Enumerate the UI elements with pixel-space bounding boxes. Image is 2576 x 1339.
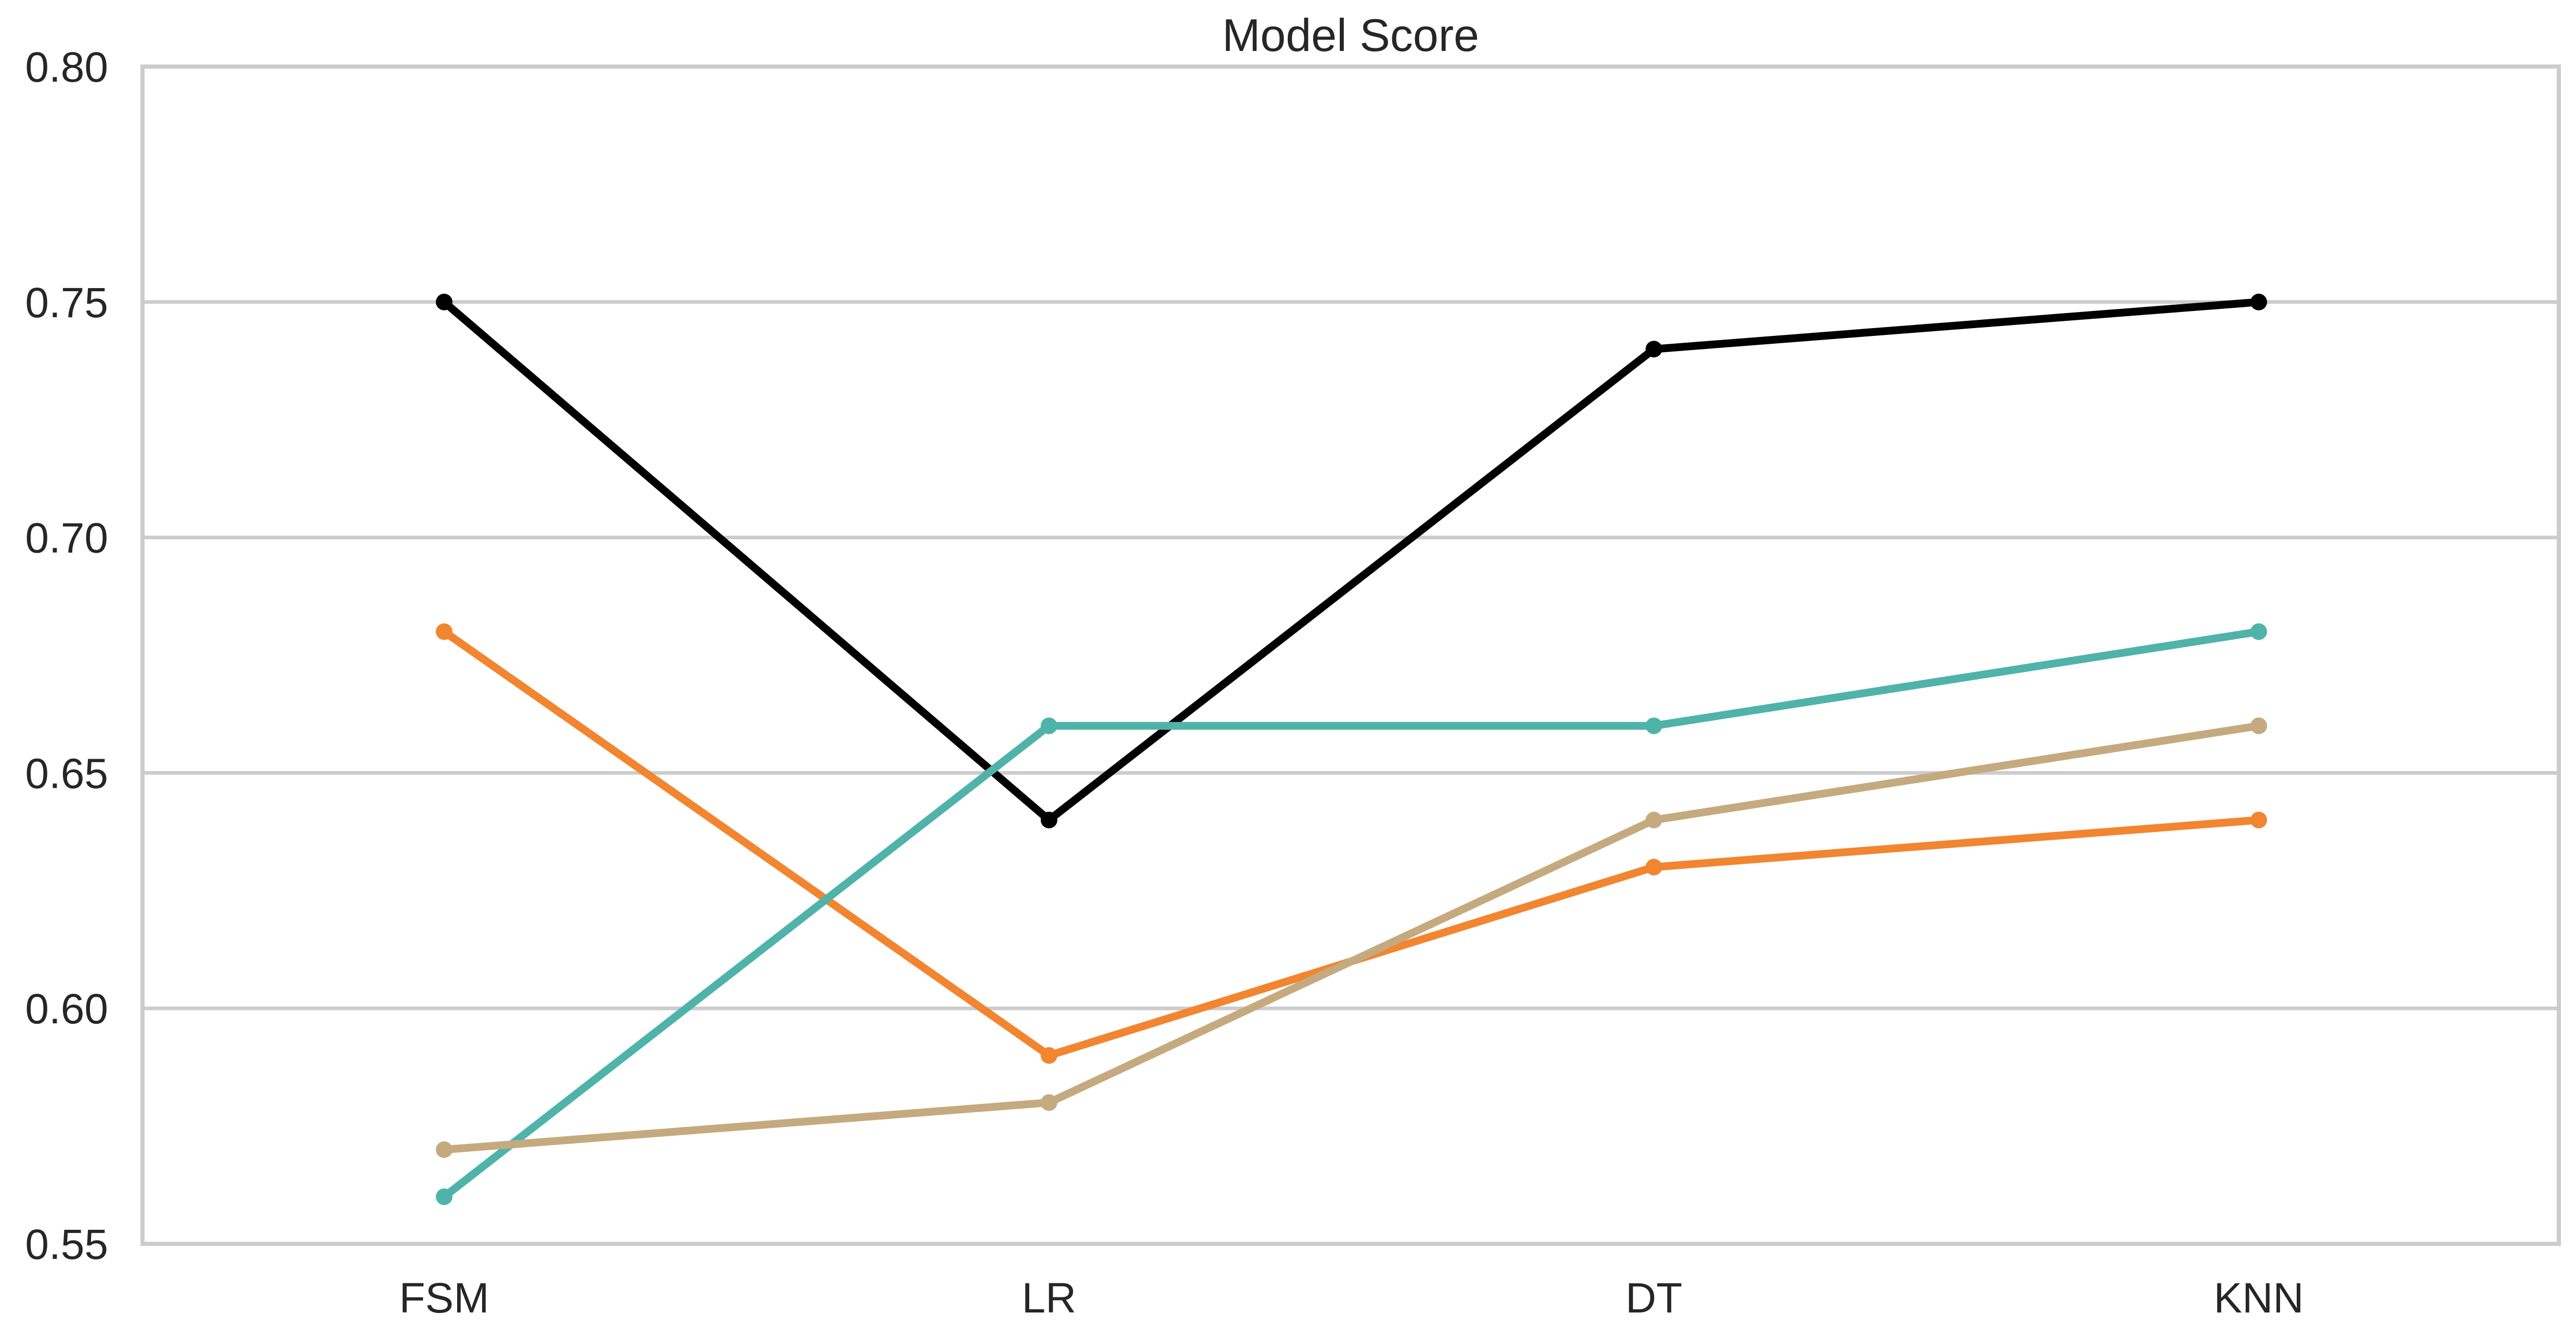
y-tick-label: 0.55 xyxy=(25,1221,108,1268)
data-point xyxy=(2250,623,2267,640)
data-point xyxy=(1041,811,1057,828)
series-line xyxy=(440,722,2263,1154)
data-point xyxy=(1041,717,1057,734)
x-tick-label: DT xyxy=(1625,1275,1682,1322)
data-point xyxy=(2250,293,2267,310)
x-tick-label: FSM xyxy=(399,1275,489,1322)
chart-title: Model Score xyxy=(1222,9,1479,61)
data-point xyxy=(2250,811,2267,828)
series-line xyxy=(440,628,2263,1060)
gridlines xyxy=(143,64,2559,1246)
data-point xyxy=(436,1141,452,1158)
data-point xyxy=(1646,341,1662,358)
series-line xyxy=(440,298,2263,824)
data-point xyxy=(436,1188,452,1205)
series-2 xyxy=(436,623,2267,1064)
plot-frame xyxy=(140,64,2561,1246)
y-tick-label: 0.60 xyxy=(25,985,108,1033)
data-point xyxy=(436,293,452,310)
y-tick-label: 0.80 xyxy=(25,44,108,91)
x-tick-label: LR xyxy=(1022,1275,1077,1322)
series-group xyxy=(436,293,2267,1205)
series-3 xyxy=(436,623,2267,1205)
y-axis-ticks: 0.55 0.60 0.65 0.70 0.75 0.80 xyxy=(25,44,108,1268)
data-point xyxy=(436,623,452,640)
x-tick-label: KNN xyxy=(2213,1275,2303,1322)
data-point xyxy=(2250,717,2267,734)
series-4 xyxy=(436,717,2267,1158)
series-1 xyxy=(436,293,2267,828)
data-point xyxy=(1646,717,1662,734)
data-point xyxy=(1646,859,1662,876)
y-tick-label: 0.70 xyxy=(25,515,108,562)
data-point xyxy=(1041,1047,1057,1064)
data-point xyxy=(1646,811,1662,828)
y-tick-label: 0.65 xyxy=(25,750,108,797)
x-axis-ticks: FSM LR DT KNN xyxy=(399,1275,2303,1322)
data-point xyxy=(1041,1094,1057,1111)
series-line xyxy=(440,628,2263,1201)
y-tick-label: 0.75 xyxy=(25,279,108,327)
